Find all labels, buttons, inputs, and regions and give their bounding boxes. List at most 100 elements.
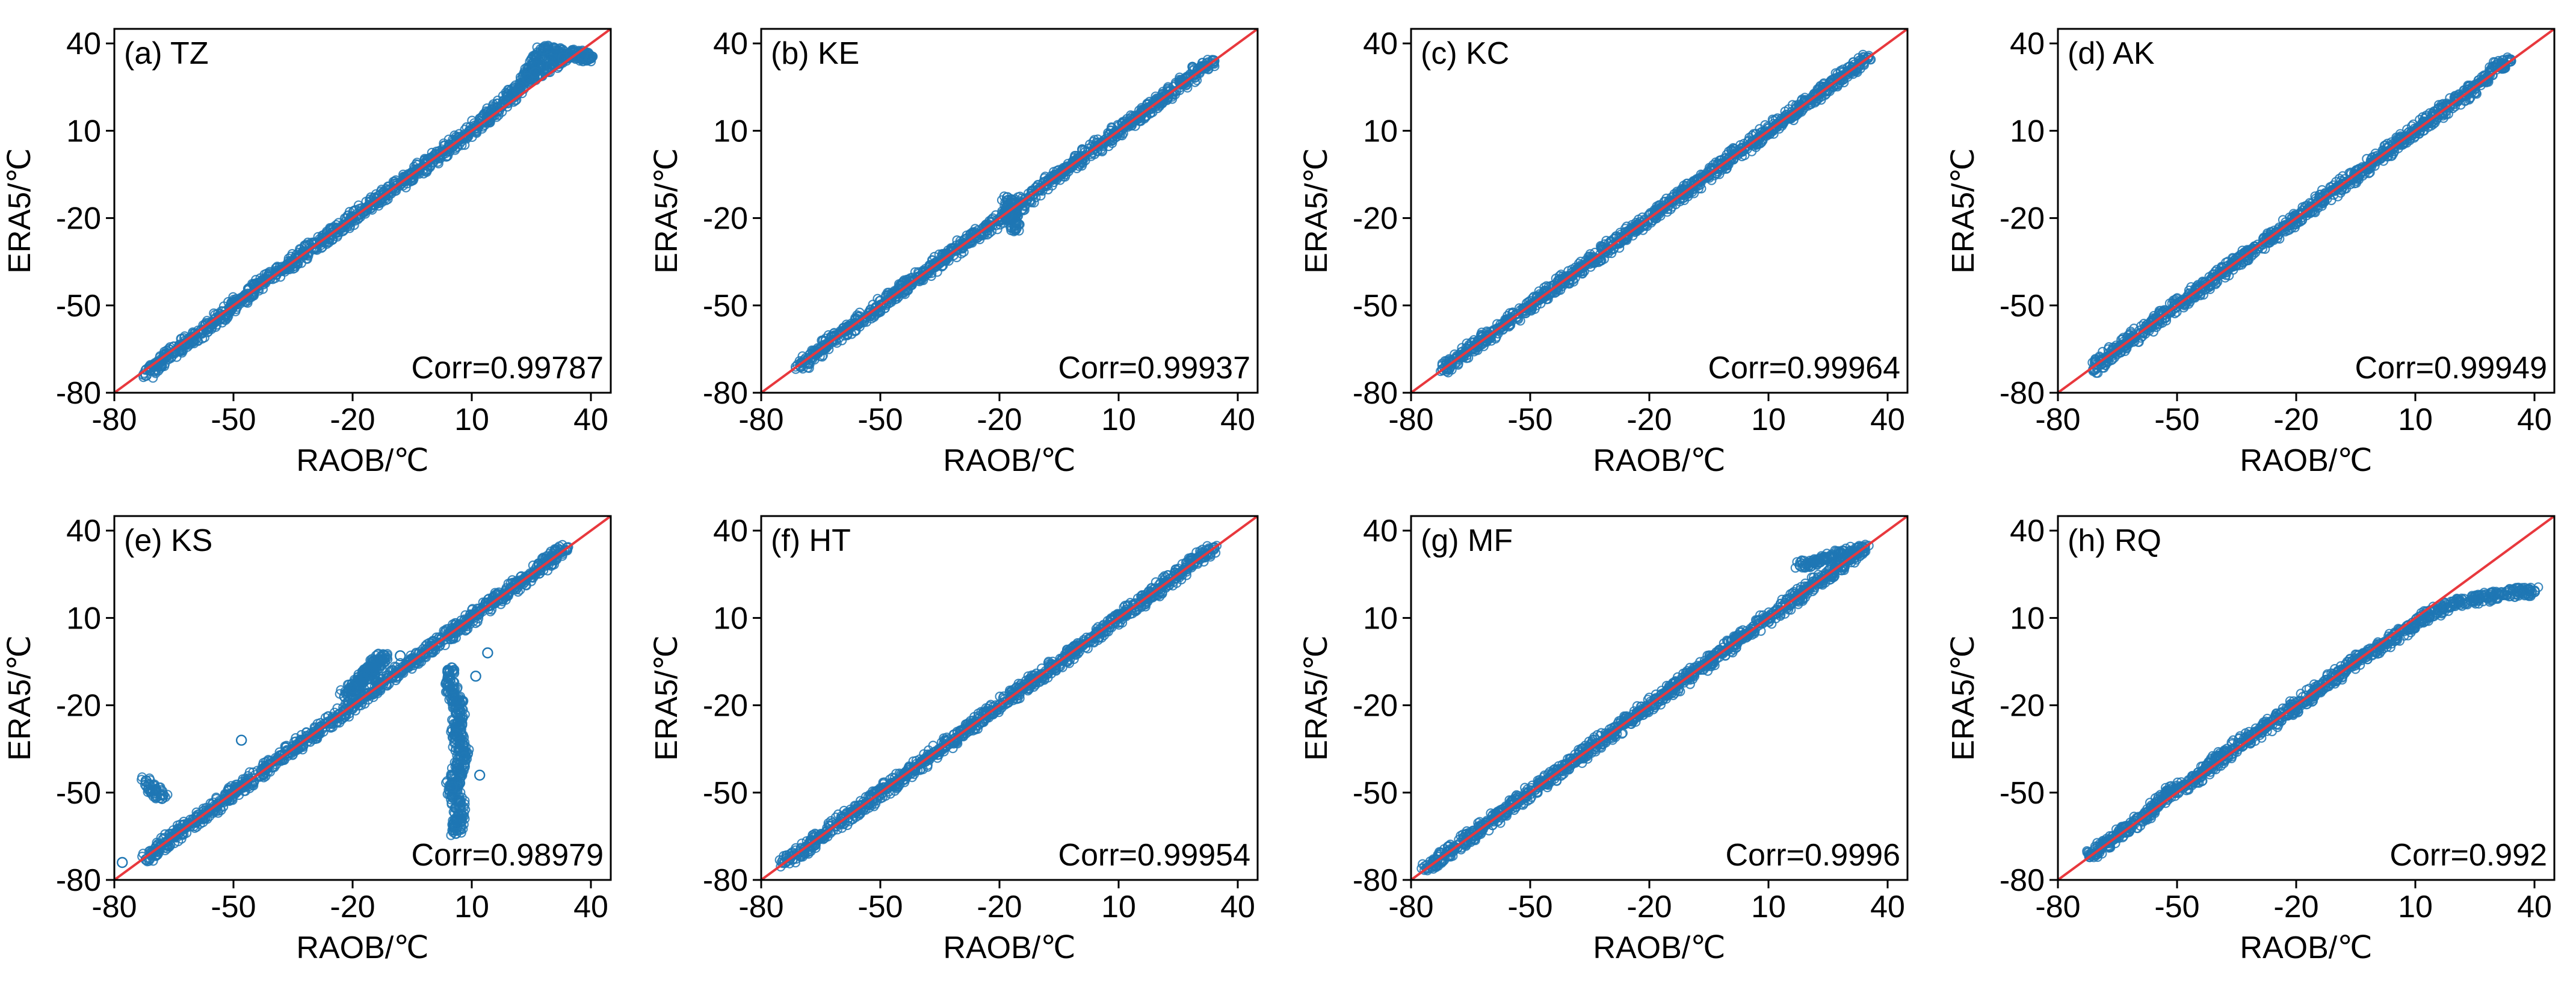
scatter-point [2505,55,2516,67]
x-tick-label: -20 [977,402,1022,437]
scatter-point [344,207,355,217]
scatter-point [1503,310,1513,321]
x-tick-label: 10 [1101,402,1136,437]
x-tick-label: -80 [91,402,137,437]
scatter-point [1049,173,1060,183]
y-tick-label: 10 [66,114,101,149]
scatter-point [530,67,541,78]
panel-tz: -80 -50 -20 10 40-80-50-201040RAOB/℃ERA5/℃(a… [2,26,612,478]
scatter-point [1596,256,1607,266]
scatter-point [2396,135,2406,146]
scatter-point [1842,67,1853,77]
scatter-point [1006,225,1016,236]
scatter-point [1834,73,1846,84]
axes-frame [113,28,612,394]
scatter-point [302,254,312,264]
y-tick-label: -20 [1353,201,1398,236]
scatter-point [2366,157,2377,168]
scatter-point [1524,300,1536,311]
scatter-point [906,276,918,288]
scatter-point [537,43,549,55]
scatter-point [1637,212,1648,223]
scatter-point [986,226,997,236]
scatter-point [2198,290,2208,300]
scatter-point [2499,61,2509,71]
panel-title: (c) KC [1421,36,1509,71]
scatter-point [1661,202,1671,212]
scatter-point [148,373,158,383]
scatter-point [1469,335,1479,345]
scatter-point [422,165,432,176]
x-tick-label: -80 [738,402,783,437]
y-tick-label: -50 [1353,289,1398,324]
scatter-point [315,236,327,247]
scatter-point [536,51,546,61]
scatter-point [1537,292,1548,303]
scatter-point [273,266,283,277]
correlation-annotation: Corr=0.99937 [1058,351,1250,386]
scatter-point [2143,320,2155,331]
scatter-point [2457,90,2469,102]
scatter-point [1724,146,1734,156]
scatter-point [389,183,399,193]
scatter-point [1797,95,1807,106]
scatter-point [1614,243,1625,253]
one-to-one-line [2058,29,2554,393]
scatter-point [440,146,451,156]
y-tick-label: -50 [56,289,101,324]
scatter-point [1620,230,1631,241]
scatter-point [1810,90,1822,102]
y-tick-label: -50 [703,289,748,324]
scatter-point [1461,346,1472,358]
scatter-point [1651,206,1663,218]
scatter-point [2212,265,2222,275]
scatter-point [1770,120,1780,131]
scatter-point [938,253,950,265]
scatter-point [2481,73,2492,84]
y-tick-label: 40 [2010,26,2045,61]
x-tick-label: 40 [2517,402,2552,437]
scatter-point [168,825,178,835]
scatter-point [1747,137,1758,149]
correlation-annotation: Corr=0.99964 [1708,351,1900,386]
y-tick-label: -20 [703,201,748,236]
panel-title: (a) TZ [124,36,209,71]
scatter-point [882,287,893,298]
y-tick-label: 10 [2010,114,2045,149]
scatter-point [2175,297,2187,309]
scatter-point [2270,227,2282,238]
scatter-point [458,131,469,143]
axes-frame [1410,28,1909,394]
scatter-point [2349,178,2359,189]
x-tick-label: -20 [2273,402,2318,437]
point-layer [116,540,573,868]
scatter-point [1607,248,1617,259]
scatter-point [2445,99,2456,109]
scatter-point [2207,274,2219,285]
x-tick-label: 10 [454,402,489,437]
x-tick-label: 10 [2398,402,2433,437]
scatter-point [1564,278,1575,289]
scatter-point [1001,192,1013,203]
y-tick-label: -80 [56,376,101,411]
scatter-point [211,801,221,811]
scatter-point [1010,224,1021,236]
scatter-point [2382,138,2392,149]
scatter-point [419,159,430,169]
x-tick-label: -50 [211,402,256,437]
scatter-point [2103,357,2113,367]
scatter-point [1722,158,1732,168]
scatter-point [347,212,359,224]
y-axis-label: ERA5/℃ [2,148,37,274]
scatter-point [1444,354,1454,364]
scatter-point [434,148,446,160]
scatter-point [1495,322,1506,333]
scatter-point [1033,183,1045,195]
scatter-point [842,323,854,334]
y-tick-label: -80 [703,376,748,411]
point-layer [138,40,598,383]
scatter-point [1683,183,1695,195]
scatter-point [2211,271,2222,281]
scatter-point [539,56,549,66]
scatter-point [1556,276,1568,288]
